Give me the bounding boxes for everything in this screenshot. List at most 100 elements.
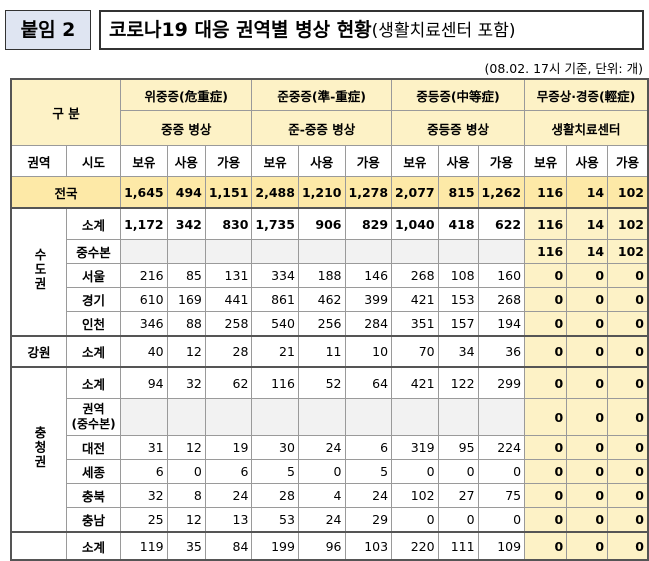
value-cell: 122 xyxy=(437,366,479,399)
national-value-cell: 2,077 xyxy=(391,176,439,209)
value-cell: 346 xyxy=(120,311,168,337)
value-cell: 342 xyxy=(166,207,206,240)
national-value-cell: 116 xyxy=(524,176,568,209)
value-cell: 0 xyxy=(477,507,526,533)
row-name: 인천 xyxy=(65,311,122,337)
value-cell: 5 xyxy=(344,459,393,484)
value-cell: 102 xyxy=(391,483,439,508)
row-name: 중수본 xyxy=(65,239,122,264)
value-cell xyxy=(166,398,206,436)
col-label-header: 가용 xyxy=(477,145,526,177)
document-title: 코로나19 대응 권역별 병상 현황(생활치료센터 포함) xyxy=(99,10,644,50)
table-row: 강원 소계 40 12 28 21 11 10 70 34 36 0 0 0 xyxy=(10,335,649,368)
value-cell: 85 xyxy=(166,263,206,288)
value-cell: 334 xyxy=(251,263,299,288)
value-cell: 0 xyxy=(607,335,649,368)
value-cell: 0 xyxy=(524,263,568,288)
value-cell: 351 xyxy=(391,311,439,337)
value-cell: 12 xyxy=(166,435,206,460)
region-chungcheong: 충청권 xyxy=(10,366,67,533)
value-cell: 421 xyxy=(391,366,439,399)
sub-header-mild: 생활치료센터 xyxy=(524,110,649,146)
value-cell: 27 xyxy=(437,483,479,508)
value-cell: 4 xyxy=(297,483,346,508)
value-cell: 160 xyxy=(477,263,526,288)
value-cell: 109 xyxy=(477,531,526,561)
row-name: 대전 xyxy=(65,435,122,460)
value-cell: 610 xyxy=(120,287,168,312)
value-cell xyxy=(437,239,479,264)
value-cell: 102 xyxy=(607,207,649,240)
value-cell: 284 xyxy=(344,311,393,337)
national-value-cell: 1,151 xyxy=(204,176,253,209)
row-name: 세종 xyxy=(65,459,122,484)
value-cell xyxy=(204,398,253,436)
value-cell: 13 xyxy=(204,507,253,533)
value-cell: 62 xyxy=(204,366,253,399)
value-cell: 0 xyxy=(524,398,568,436)
value-cell xyxy=(477,239,526,264)
value-cell xyxy=(297,239,346,264)
value-cell: 0 xyxy=(607,435,649,460)
value-cell xyxy=(477,398,526,436)
value-cell: 35 xyxy=(166,531,206,561)
table-row: 수도권 소계 1,172 342 830 1,735 906 829 1,040 418 622 11… xyxy=(10,207,649,337)
value-cell: 0 xyxy=(607,287,649,312)
sub-header-semi-critical: 준-중증 병상 xyxy=(251,110,393,146)
region-gangwon: 강원 xyxy=(10,335,67,368)
value-cell: 28 xyxy=(204,335,253,368)
value-cell: 75 xyxy=(477,483,526,508)
value-cell: 0 xyxy=(607,311,649,337)
value-cell: 418 xyxy=(437,207,479,240)
value-cell: 5 xyxy=(251,459,299,484)
row-name: 서울 xyxy=(65,263,122,288)
group-header-mild: 무증상·경증(輕症) xyxy=(524,78,649,111)
title-sub: (생활치료센터 포함) xyxy=(371,21,516,41)
value-cell: 169 xyxy=(166,287,206,312)
value-cell: 12 xyxy=(166,335,206,368)
value-cell: 146 xyxy=(344,263,393,288)
value-cell: 0 xyxy=(607,483,649,508)
value-cell: 32 xyxy=(166,366,206,399)
national-value-cell: 815 xyxy=(437,176,479,209)
value-cell: 0 xyxy=(566,311,609,337)
value-cell: 19 xyxy=(204,435,253,460)
row-name: 충북 xyxy=(65,483,122,508)
col-label-header: 보유 xyxy=(391,145,439,177)
value-cell: 131 xyxy=(204,263,253,288)
value-cell: 52 xyxy=(297,366,346,399)
value-cell: 25 xyxy=(120,507,168,533)
value-cell: 0 xyxy=(166,459,206,484)
region-next xyxy=(10,531,67,561)
value-cell: 299 xyxy=(477,366,526,399)
value-cell: 1,040 xyxy=(391,207,439,240)
value-cell: 0 xyxy=(477,459,526,484)
value-cell: 319 xyxy=(391,435,439,460)
value-cell: 0 xyxy=(391,507,439,533)
value-cell: 830 xyxy=(204,207,253,240)
table-row: 인천 346 88 258 540 256 284 351 157 194 0 0 0 xyxy=(11,311,649,337)
value-cell: 0 xyxy=(437,459,479,484)
reference-note: (08.02. 17시 기준, 단위: 개) xyxy=(484,61,644,76)
value-cell: 153 xyxy=(437,287,479,312)
title-main: 코로나19 대응 권역별 병상 현황 xyxy=(109,19,372,41)
value-cell: 256 xyxy=(297,311,346,337)
value-cell: 1,172 xyxy=(120,207,168,240)
row-name: 소계 xyxy=(65,366,122,399)
value-cell: 116 xyxy=(524,207,568,240)
value-cell: 0 xyxy=(607,263,649,288)
group-header-semi-critical: 준중증(準-重症) xyxy=(251,78,393,111)
value-cell: 0 xyxy=(566,287,609,312)
value-cell: 0 xyxy=(524,287,568,312)
table-row: 중수본 116 14 102 xyxy=(11,239,649,264)
value-cell xyxy=(251,398,299,436)
value-cell: 268 xyxy=(391,263,439,288)
value-cell: 53 xyxy=(251,507,299,533)
value-cell: 0 xyxy=(607,507,649,533)
value-cell xyxy=(297,398,346,436)
value-cell: 64 xyxy=(344,366,393,399)
value-cell: 6 xyxy=(204,459,253,484)
value-cell: 258 xyxy=(204,311,253,337)
national-value-cell: 102 xyxy=(607,176,649,209)
value-cell: 6 xyxy=(344,435,393,460)
